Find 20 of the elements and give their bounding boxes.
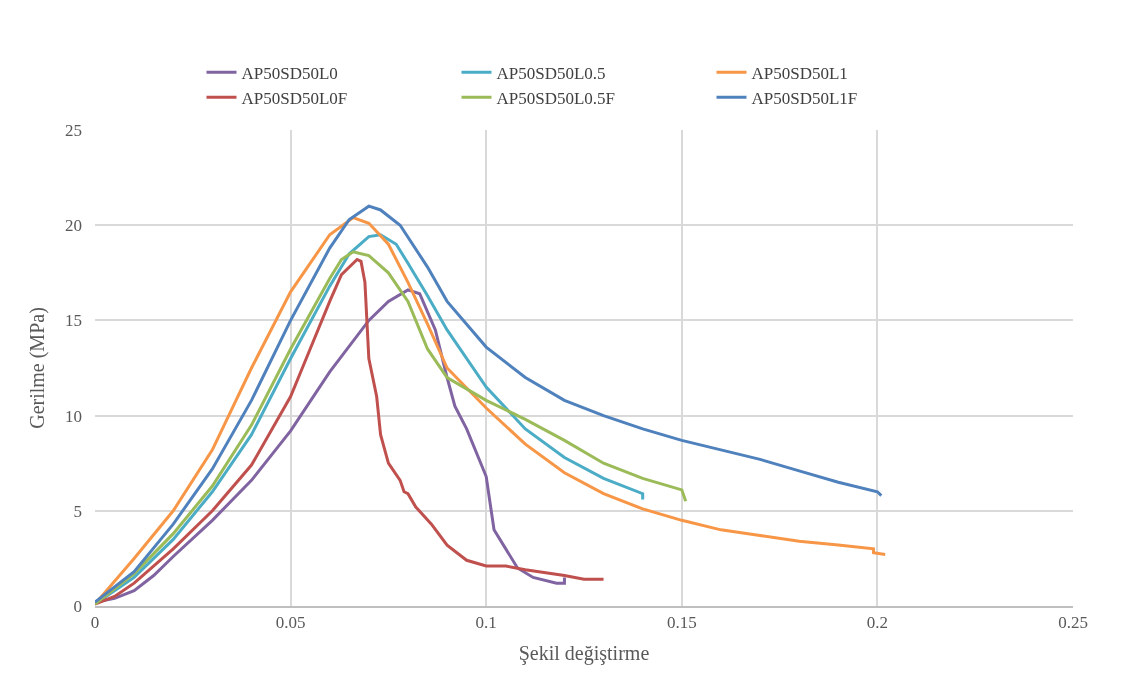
y-tick-label: 15 (65, 311, 82, 331)
y-tick-label: 5 (73, 501, 82, 521)
x-tick-label: 0 (90, 613, 100, 633)
y-axis-title: Gerilme (MPa) (25, 307, 49, 429)
y-tick-label: 10 (65, 406, 82, 426)
x-tick-label: 0.25 (1058, 613, 1088, 633)
y-tick-label: 25 (65, 120, 82, 140)
y-tick-label: 20 (65, 216, 82, 236)
legend-label: AP50SD50L0.5 (496, 63, 606, 83)
legend-label: AP50SD50L1F (751, 89, 858, 108)
y-tick-label: 0 (73, 596, 82, 616)
legend-label: AP50SD50L1 (751, 63, 848, 83)
legend-label: AP50SD50L0F (241, 89, 348, 108)
x-tick-label: 0.05 (275, 613, 306, 633)
x-tick-label: 0.15 (666, 613, 697, 633)
x-tick-label: 0.2 (866, 613, 889, 633)
legend-label: AP50SD50L0.5F (496, 89, 616, 108)
legend-label: AP50SD50L0 (241, 63, 338, 83)
x-tick-label: 0.1 (475, 613, 497, 633)
x-axis-title: Şekil değiştirme (518, 642, 650, 666)
